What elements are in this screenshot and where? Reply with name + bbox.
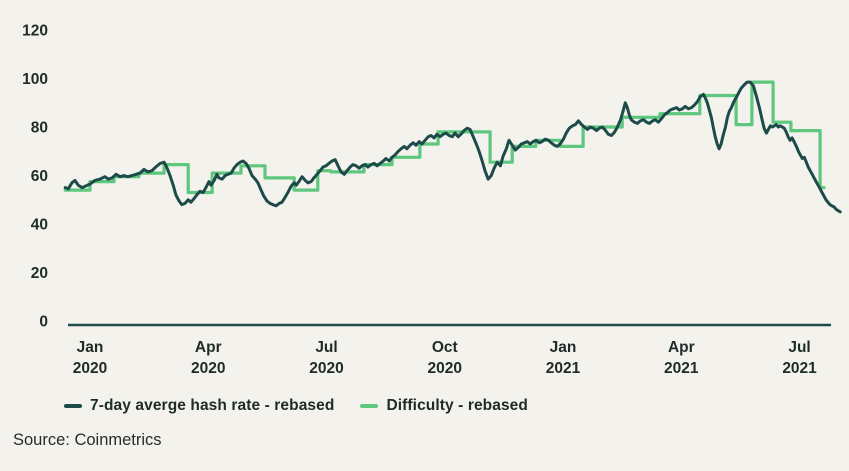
legend-label-hash-rate: 7-day averge hash rate - rebased [90,397,335,414]
y-tick-label: 120 [22,23,48,40]
x-tick-label-year: 2021 [782,360,817,377]
source-attribution: Source: Coinmetrics [13,431,162,449]
x-tick-label-year: 2020 [191,360,225,377]
x-tick-label-year: 2020 [73,360,107,377]
y-tick-label: 80 [31,120,48,137]
x-tick-label-month: Apr [668,339,695,356]
hash-rate-line [63,80,842,214]
legend-item-difficulty: Difficulty - rebased [360,397,528,415]
y-tick-label: 100 [22,71,48,88]
y-tick-label: 60 [31,168,48,185]
hash-rate-swatch-icon [64,404,82,408]
y-tick-label: 40 [31,217,48,234]
x-tick-label-month: Oct [432,339,458,356]
x-tick-label-month: Jul [315,339,337,356]
x-tick-label-month: Apr [195,339,222,356]
x-tick-label-year: 2020 [428,360,462,377]
y-tick-label: 0 [39,314,48,331]
difficulty-line [63,80,826,195]
difficulty-swatch-icon [360,404,379,408]
legend-label-difficulty: Difficulty - rebased [386,397,528,414]
y-tick-label: 20 [31,265,48,282]
x-tick-label-month: Jul [788,339,810,356]
x-tick-label-year: 2021 [664,360,699,377]
x-tick-label-year: 2021 [546,360,581,377]
x-tick-label-month: Jan [550,339,577,356]
legend-item-hash-rate: 7-day averge hash rate - rebased [64,397,334,415]
chart-legend: 7-day averge hash rate - rebased Difficu… [64,397,528,415]
x-tick-label-year: 2020 [309,360,343,377]
x-tick-label-month: Jan [77,339,104,356]
